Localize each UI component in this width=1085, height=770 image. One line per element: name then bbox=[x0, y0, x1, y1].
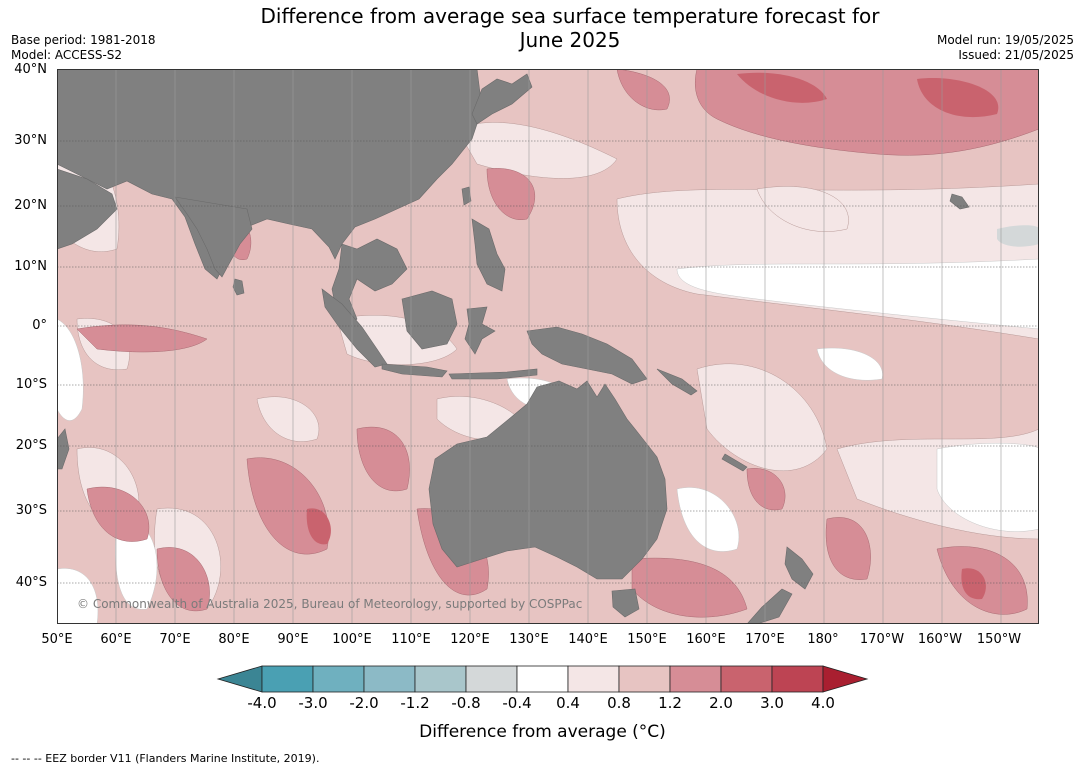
pacific-islands bbox=[656, 368, 698, 396]
new-caledonia bbox=[721, 453, 748, 472]
colorbar-segment-11 bbox=[771, 665, 824, 693]
hawaii bbox=[949, 193, 970, 210]
asia-mainland bbox=[57, 69, 483, 280]
colorbar-segment-4 bbox=[414, 665, 467, 693]
colorbar-segment-2 bbox=[312, 665, 365, 693]
eez-footnote: -- -- -- EEZ border V11 (Flanders Marine… bbox=[11, 752, 320, 765]
lat-label-10s: 10°S bbox=[15, 377, 47, 392]
title-line-2: June 2025 bbox=[519, 28, 621, 52]
colorbar-segment-10 bbox=[720, 665, 773, 693]
map-title: Difference from average sea surface temp… bbox=[190, 4, 950, 52]
colorbar-segment-6 bbox=[516, 665, 569, 693]
india bbox=[174, 196, 253, 278]
lat-label-10n: 10°N bbox=[14, 259, 47, 274]
cbar-tick-1: -3.0 bbox=[298, 694, 328, 712]
lon-label-120e: 120°E bbox=[450, 632, 490, 647]
lon-label-100e: 100°E bbox=[332, 632, 372, 647]
new-guinea bbox=[526, 326, 648, 385]
lon-label-150e: 150°E bbox=[627, 632, 667, 647]
lon-label-140e: 140°E bbox=[568, 632, 608, 647]
anomaly-hot-patches bbox=[306, 72, 999, 600]
lon-label-110e: 110°E bbox=[391, 632, 431, 647]
new-zealand-north bbox=[784, 546, 814, 590]
lat-label-30s: 30°S bbox=[15, 503, 47, 518]
sri-lanka bbox=[232, 278, 245, 296]
issued-date: Issued: 21/05/2025 bbox=[958, 48, 1074, 62]
lat-label-40s: 40°S bbox=[15, 575, 47, 590]
madagascar bbox=[57, 428, 70, 470]
colorbar-segment-1 bbox=[261, 665, 314, 693]
model-name: Model: ACCESS-S2 bbox=[11, 48, 123, 62]
cbar-tick-8: 1.2 bbox=[658, 694, 682, 712]
philippines bbox=[471, 218, 506, 292]
lon-label-130e: 130°E bbox=[509, 632, 549, 647]
anomaly-negative-patch bbox=[997, 225, 1039, 247]
land-masses bbox=[57, 69, 970, 624]
sst-anomaly-map bbox=[57, 69, 1039, 624]
lat-label-20s: 20°S bbox=[15, 438, 47, 453]
taiwan bbox=[461, 186, 472, 206]
cbar-tick-10: 3.0 bbox=[760, 694, 784, 712]
lat-label-40n: 40°N bbox=[14, 62, 47, 77]
lon-label-170e: 170°E bbox=[745, 632, 785, 647]
cbar-tick-9: 2.0 bbox=[709, 694, 733, 712]
colorbar-arrow-high bbox=[822, 665, 869, 693]
colorbar-segment-8 bbox=[618, 665, 671, 693]
cbar-tick-4: -0.8 bbox=[451, 694, 481, 712]
lon-label-70e: 70°E bbox=[159, 632, 191, 647]
right-metadata: Model run: 19/05/2025 Issued: 21/05/2025 bbox=[937, 33, 1074, 63]
australia bbox=[428, 380, 668, 580]
colorbar-segments bbox=[216, 665, 869, 693]
tasmania bbox=[611, 588, 640, 618]
lon-label-180: 180° bbox=[807, 632, 839, 647]
lesser-sunda-islands bbox=[448, 368, 538, 380]
cbar-tick-3: -1.2 bbox=[400, 694, 430, 712]
arabian-peninsula bbox=[57, 168, 118, 250]
colorbar-segment-7 bbox=[567, 665, 620, 693]
base-period: Base period: 1981-2018 bbox=[11, 33, 156, 47]
lon-label-170w: 170°W bbox=[859, 632, 905, 647]
left-metadata: Base period: 1981-2018 Model: ACCESS-S2 bbox=[11, 33, 156, 63]
lat-label-equator: 0° bbox=[32, 318, 47, 333]
map-border bbox=[57, 69, 1039, 624]
new-zealand-south bbox=[746, 588, 793, 624]
indochina bbox=[331, 238, 408, 332]
cbar-tick-2: -2.0 bbox=[349, 694, 379, 712]
cbar-tick-7: 0.8 bbox=[607, 694, 631, 712]
colorbar bbox=[216, 665, 869, 693]
lat-label-20n: 20°N bbox=[14, 198, 47, 213]
colorbar-segment-9 bbox=[669, 665, 722, 693]
lon-label-150w: 150°W bbox=[976, 632, 1022, 647]
lat-label-30n: 30°N bbox=[14, 133, 47, 148]
colorbar-arrow-low bbox=[216, 665, 263, 693]
lon-label-160w: 160°W bbox=[917, 632, 963, 647]
anomaly-neutral-regions bbox=[57, 258, 1039, 624]
lon-label-160e: 160°E bbox=[686, 632, 726, 647]
sulawesi bbox=[464, 306, 496, 355]
borneo bbox=[401, 290, 458, 350]
cbar-tick-6: 0.4 bbox=[556, 694, 580, 712]
lon-label-80e: 80°E bbox=[218, 632, 250, 647]
japan bbox=[471, 73, 533, 125]
colorbar-title: Difference from average (°C) bbox=[419, 722, 666, 742]
meridians bbox=[115, 69, 1002, 624]
cbar-tick-0: -4.0 bbox=[247, 694, 277, 712]
colorbar-segment-5 bbox=[465, 665, 518, 693]
lon-label-90e: 90°E bbox=[277, 632, 309, 647]
copyright-notice: © Commonwealth of Australia 2025, Bureau… bbox=[77, 597, 583, 611]
title-line-1: Difference from average sea surface temp… bbox=[260, 4, 880, 28]
colorbar-segment-3 bbox=[363, 665, 416, 693]
cbar-tick-5: -0.4 bbox=[502, 694, 532, 712]
lon-label-60e: 60°E bbox=[100, 632, 132, 647]
lon-label-50e: 50°E bbox=[41, 632, 73, 647]
java bbox=[381, 363, 448, 378]
cbar-tick-11: 4.0 bbox=[811, 694, 835, 712]
model-run: Model run: 19/05/2025 bbox=[936, 33, 1074, 47]
